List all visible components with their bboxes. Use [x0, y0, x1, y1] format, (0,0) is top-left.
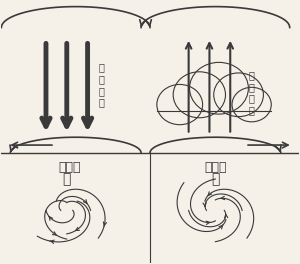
- Text: 低: 低: [211, 172, 220, 186]
- Text: 高気圧: 高気圧: [58, 161, 81, 174]
- Text: 下
降
気
流: 下 降 気 流: [98, 63, 104, 107]
- Text: 高: 高: [63, 172, 71, 186]
- Text: 上
昇
気
流: 上 昇 気 流: [248, 70, 254, 115]
- Text: 低気圧: 低気圧: [204, 161, 226, 174]
